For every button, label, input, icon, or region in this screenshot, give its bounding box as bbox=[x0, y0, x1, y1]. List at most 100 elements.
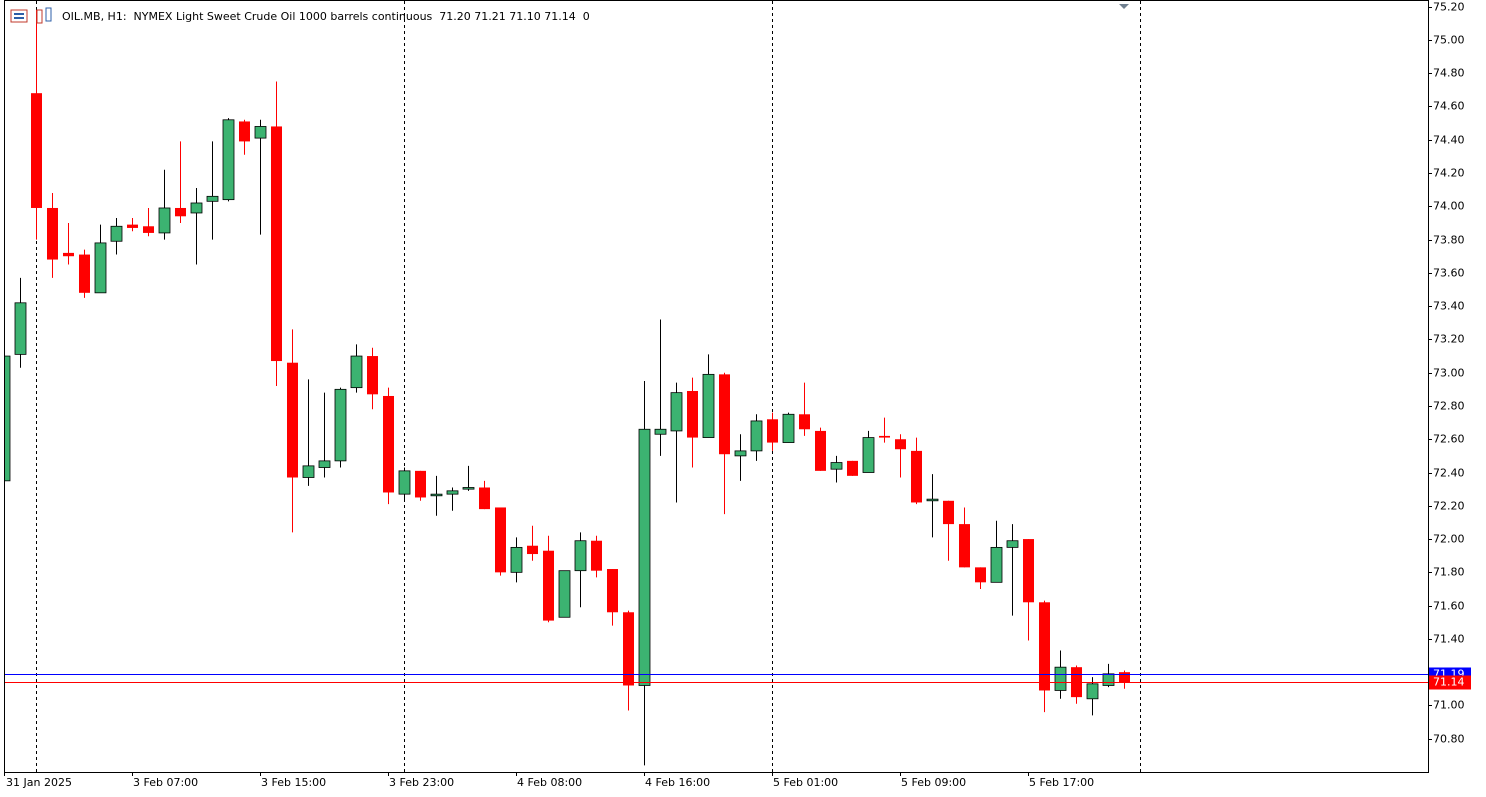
candle-body bbox=[574, 540, 587, 572]
x-tick-label: 3 Feb 07:00 bbox=[133, 776, 198, 789]
candle-body bbox=[719, 374, 730, 455]
candle-body bbox=[799, 414, 810, 430]
y-tick-label: 74.00 bbox=[1433, 200, 1465, 213]
candle-body bbox=[862, 437, 875, 473]
y-tick-label: 71.40 bbox=[1433, 633, 1465, 646]
candle-body bbox=[14, 302, 27, 355]
candle-body bbox=[607, 569, 618, 613]
y-tick-label: 74.80 bbox=[1433, 67, 1465, 80]
candle-body bbox=[510, 546, 523, 573]
candle-body bbox=[558, 570, 571, 618]
y-tick-label: 74.20 bbox=[1433, 167, 1465, 180]
candle-body bbox=[847, 460, 858, 476]
y-tick-label: 72.40 bbox=[1433, 467, 1465, 480]
y-tick-label: 74.40 bbox=[1433, 134, 1465, 147]
candle-body bbox=[926, 498, 939, 502]
y-tick-label: 71.00 bbox=[1433, 699, 1465, 712]
candle-body bbox=[175, 207, 186, 217]
candle-body bbox=[638, 428, 651, 686]
y-tick-label: 72.60 bbox=[1433, 433, 1465, 446]
x-tick-label: 4 Feb 08:00 bbox=[517, 776, 582, 789]
candle-body bbox=[47, 207, 58, 260]
y-tick-label: 74.60 bbox=[1433, 100, 1465, 113]
candle-body bbox=[543, 550, 554, 621]
period-separators bbox=[36, 1, 1141, 772]
x-tick-label: 31 Jan 2025 bbox=[6, 776, 72, 789]
candle-body bbox=[398, 470, 411, 495]
candle-body bbox=[1006, 540, 1019, 548]
x-tick-label: 4 Feb 16:00 bbox=[645, 776, 710, 789]
candle-body bbox=[415, 470, 426, 498]
price-label: 71.14 bbox=[1433, 676, 1465, 689]
candle-body bbox=[334, 388, 347, 462]
candle-body bbox=[879, 435, 890, 438]
x-tick-label: 5 Feb 01:00 bbox=[773, 776, 838, 789]
candle-body bbox=[943, 500, 954, 525]
candle-body bbox=[495, 507, 506, 573]
candle-body bbox=[318, 460, 331, 468]
candle-body bbox=[990, 546, 1003, 583]
candle-body bbox=[63, 252, 74, 257]
candle-body bbox=[79, 254, 90, 293]
candle-body bbox=[94, 242, 107, 294]
x-tick-label: 5 Feb 09:00 bbox=[901, 776, 966, 789]
candle-body bbox=[143, 226, 154, 233]
candle-body bbox=[527, 545, 538, 555]
candle-body bbox=[687, 390, 698, 438]
x-tick-label: 5 Feb 17:00 bbox=[1029, 776, 1094, 789]
icon-bar bbox=[14, 13, 24, 15]
candle-body bbox=[302, 465, 315, 478]
y-tick-label: 75.20 bbox=[1433, 1, 1465, 14]
y-tick-label: 73.00 bbox=[1433, 367, 1465, 380]
candle-body bbox=[222, 119, 235, 201]
candle-body bbox=[110, 225, 123, 242]
y-tick-label: 70.80 bbox=[1433, 733, 1465, 746]
candle-body bbox=[911, 450, 922, 503]
y-tick-label: 72.20 bbox=[1433, 500, 1465, 513]
candle-body bbox=[623, 612, 634, 686]
candle-body bbox=[959, 524, 970, 568]
candle-body bbox=[350, 355, 363, 389]
candle-body bbox=[383, 395, 394, 493]
candle-body bbox=[31, 93, 42, 208]
candle-body bbox=[1023, 539, 1034, 603]
y-tick-label: 71.60 bbox=[1433, 600, 1465, 613]
plot-frame bbox=[4, 0, 1429, 773]
candle-body bbox=[190, 202, 203, 214]
candle-body bbox=[734, 450, 747, 457]
candle-body bbox=[591, 540, 602, 571]
candle-body bbox=[254, 126, 267, 139]
y-tick-label: 73.40 bbox=[1433, 300, 1465, 313]
candle-body bbox=[702, 373, 715, 438]
y-tick-label: 71.80 bbox=[1433, 566, 1465, 579]
candle-body bbox=[271, 126, 282, 362]
icon-frame bbox=[10, 9, 28, 23]
candle-body bbox=[5, 355, 11, 482]
candle-body bbox=[767, 419, 778, 443]
candle-body bbox=[1086, 683, 1099, 700]
icon-candle bbox=[45, 7, 52, 22]
icon-bar bbox=[14, 17, 24, 19]
y-tick-label: 72.00 bbox=[1433, 533, 1465, 546]
candle-body bbox=[1054, 666, 1067, 691]
y-tick-label: 73.80 bbox=[1433, 234, 1465, 247]
candle-body bbox=[1102, 673, 1115, 686]
y-tick-label: 73.60 bbox=[1433, 267, 1465, 280]
candle-body bbox=[206, 195, 219, 202]
candle-body bbox=[782, 413, 795, 443]
price-label-box bbox=[1429, 675, 1471, 690]
candle-body bbox=[479, 487, 490, 510]
x-tick-label: 3 Feb 15:00 bbox=[261, 776, 326, 789]
candle-body bbox=[158, 207, 171, 234]
y-tick-label: 73.20 bbox=[1433, 333, 1465, 346]
candles bbox=[5, 9, 1428, 766]
y-tick-label: 75.00 bbox=[1433, 34, 1465, 47]
candle-body bbox=[750, 420, 763, 452]
candle-body bbox=[1119, 672, 1130, 683]
candle-body bbox=[446, 490, 459, 495]
title-icon bbox=[10, 7, 52, 24]
icon-candle bbox=[36, 9, 43, 24]
candle-body bbox=[287, 362, 298, 478]
candle-body bbox=[654, 428, 667, 435]
